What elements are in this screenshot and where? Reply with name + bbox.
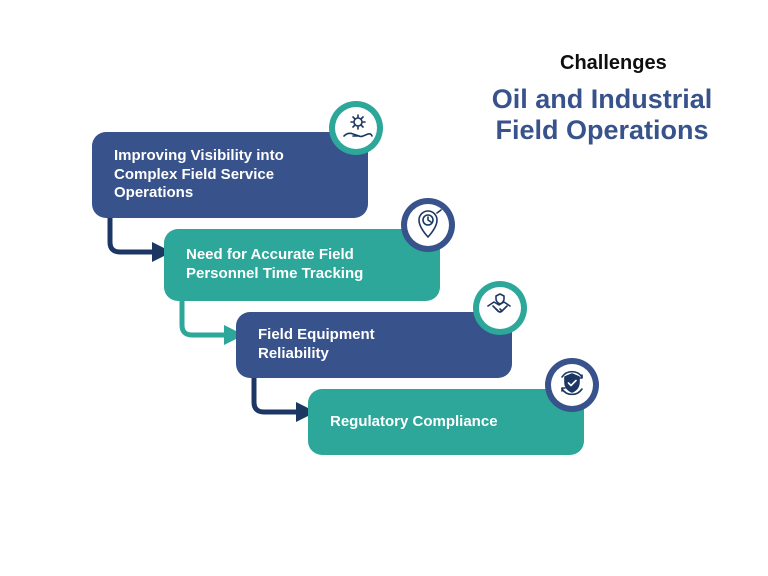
card-time-tracking: Need for Accurate Field Personnel Time T… (164, 229, 440, 301)
handshake-shield-icon (473, 281, 527, 335)
card-equipment: Field Equipment Reliability (236, 312, 512, 378)
heading-big-line2: Field Operations (495, 115, 708, 145)
card-compliance: Regulatory Compliance (308, 389, 584, 455)
hand-gear-icon (329, 101, 383, 155)
shield-check-cycle-icon (545, 358, 599, 412)
heading-big: Oil and Industrial Field Operations (462, 84, 742, 146)
location-clock-icon (401, 198, 455, 252)
card-time-tracking-label: Need for Accurate Field Personnel Time T… (186, 246, 372, 284)
card-visibility: Improving Visibility into Complex Field … (92, 132, 368, 218)
card-compliance-label: Regulatory Compliance (330, 413, 498, 432)
heading-small: Challenges (560, 52, 667, 75)
heading-big-line1: Oil and Industrial (492, 84, 713, 114)
infographic-stage: Challenges Oil and Industrial Field Oper… (0, 0, 768, 576)
card-equipment-label: Field Equipment Reliability (258, 326, 444, 364)
card-visibility-label: Improving Visibility into Complex Field … (114, 147, 300, 203)
